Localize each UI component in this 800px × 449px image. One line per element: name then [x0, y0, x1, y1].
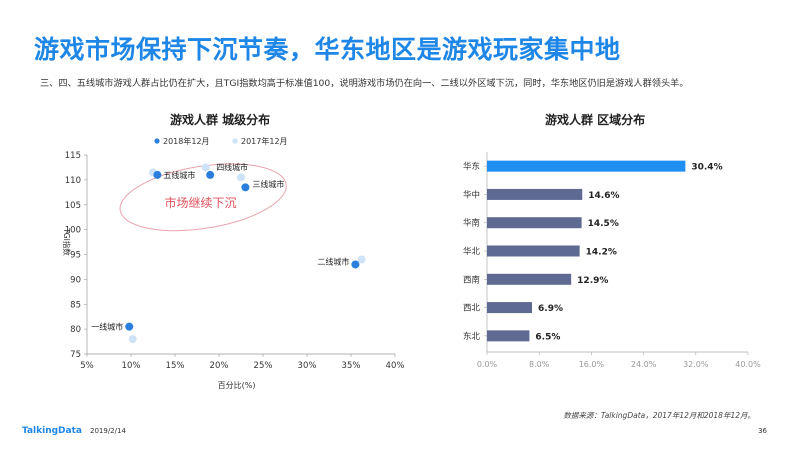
x-tick-label: 35%	[342, 361, 361, 371]
scatter-point-label: 二线城市	[317, 256, 349, 266]
x-tick-label: 10%	[122, 361, 141, 371]
bar-x-tick-label: 16.0%	[579, 360, 605, 369]
bar	[487, 330, 530, 342]
y-tick-label: 90	[70, 275, 81, 285]
legend-label: 2018年12月	[163, 136, 210, 146]
bar	[487, 188, 583, 200]
page-number: 36	[758, 427, 767, 435]
annotation-text: 市场继续下沉	[164, 195, 236, 210]
scatter-point-2018	[206, 170, 215, 179]
bar-value-label: 6.9%	[538, 304, 563, 314]
y-tick-label: 95	[70, 251, 81, 261]
x-tick-label: 15%	[166, 361, 185, 371]
bar-x-tick-label: 0.0%	[477, 360, 498, 369]
scatter-point-2018	[153, 170, 162, 179]
page-title: 游戏市场保持下沉节奏，华东地区是游戏玩家集中地	[34, 35, 621, 64]
bar-x-tick-label: 40.0%	[735, 360, 761, 369]
bar-category-label: 西北	[463, 304, 481, 314]
scatter-point-2018	[125, 322, 134, 331]
scatter-point-2018	[241, 183, 250, 192]
bar-value-label: 30.4%	[691, 163, 722, 173]
scatter-point-2017	[237, 173, 245, 182]
y-tick-label: 110	[65, 176, 81, 186]
brand-logo: TalkingData	[22, 426, 82, 436]
bar-category-label: 华北	[463, 246, 481, 257]
y-tick-label: 115	[65, 151, 81, 161]
scatter-point-2017	[128, 335, 137, 344]
bar-category-label: 华南	[463, 218, 480, 229]
bar-value-label: 14.6%	[588, 191, 619, 201]
scatter-point-2018	[351, 260, 360, 269]
scatter-point-2017	[201, 163, 210, 172]
bar	[487, 302, 533, 314]
bar-value-label: 6.5%	[535, 332, 560, 342]
page-subtitle: 三、四、五线城市游戏人群占比仍在扩大，且TGI指数均高于标准值100，说明游戏市…	[40, 78, 689, 89]
scatter-point-label: 四线城市	[216, 162, 248, 172]
x-tick-label: 20%	[210, 361, 229, 371]
bar-category-label: 西南	[463, 274, 480, 285]
bar-category-label: 华东	[463, 161, 480, 172]
bar-value-label: 12.9%	[577, 276, 608, 286]
x-tick-label: 30%	[298, 361, 317, 371]
bar-value-label: 14.2%	[586, 248, 617, 258]
scatter-point-2017	[357, 255, 366, 264]
x-tick-label: 40%	[386, 361, 405, 371]
bar	[487, 160, 686, 172]
y-axis-label: TGI指数	[62, 227, 72, 256]
y-tick-label: 85	[70, 300, 81, 310]
legend-label: 2017年12月	[241, 136, 288, 146]
y-tick-label: 80	[70, 325, 81, 335]
bar	[487, 245, 580, 257]
slide-date: 2019/2/14	[90, 427, 126, 435]
x-axis-label: 百分比(%)	[218, 380, 256, 390]
annotation-ellipse	[119, 163, 287, 232]
bar-x-tick-label: 24.0%	[631, 360, 657, 369]
data-source-note: 数据来源：TalkingData，2017年12月和2018年12月。	[563, 411, 755, 420]
legend-marker	[154, 138, 160, 144]
bar-category-label: 东北	[463, 331, 481, 342]
x-tick-label: 5%	[80, 361, 94, 371]
bar-x-tick-label: 8.0%	[529, 360, 550, 369]
legend-marker	[232, 138, 238, 144]
bar	[487, 217, 582, 229]
bar	[487, 273, 572, 285]
y-tick-label: 75	[70, 350, 81, 360]
bar-chart-title: 游戏人群 区域分布	[545, 113, 646, 127]
scatter-point-label: 五线城市	[163, 170, 195, 180]
bar-x-tick-label: 32.0%	[683, 360, 709, 369]
bar-value-label: 14.5%	[588, 219, 619, 229]
bar-category-label: 华中	[463, 189, 480, 200]
x-tick-label: 25%	[254, 361, 273, 371]
y-tick-label: 100	[65, 226, 81, 236]
y-tick-label: 105	[65, 201, 81, 211]
scatter-chart-title: 游戏人群 城级分布	[170, 113, 271, 127]
scatter-point-label: 三线城市	[252, 179, 284, 189]
scatter-point-label: 一线城市	[91, 322, 123, 332]
